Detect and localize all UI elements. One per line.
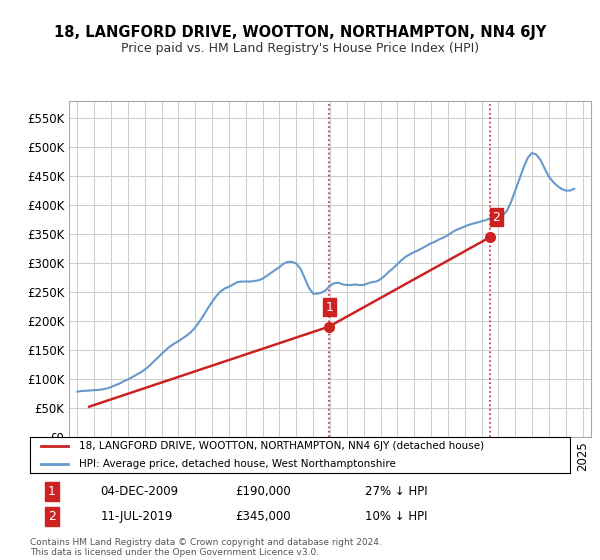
Text: 27% ↓ HPI: 27% ↓ HPI — [365, 485, 427, 498]
Text: 18, LANGFORD DRIVE, WOOTTON, NORTHAMPTON, NN4 6JY (detached house): 18, LANGFORD DRIVE, WOOTTON, NORTHAMPTON… — [79, 441, 484, 451]
Text: Contains HM Land Registry data © Crown copyright and database right 2024.
This d: Contains HM Land Registry data © Crown c… — [30, 538, 382, 557]
Text: 10% ↓ HPI: 10% ↓ HPI — [365, 510, 427, 523]
Text: 18, LANGFORD DRIVE, WOOTTON, NORTHAMPTON, NN4 6JY: 18, LANGFORD DRIVE, WOOTTON, NORTHAMPTON… — [54, 25, 546, 40]
Text: 1: 1 — [47, 485, 56, 498]
Text: HPI: Average price, detached house, West Northamptonshire: HPI: Average price, detached house, West… — [79, 459, 395, 469]
Text: £345,000: £345,000 — [235, 510, 291, 523]
Text: Price paid vs. HM Land Registry's House Price Index (HPI): Price paid vs. HM Land Registry's House … — [121, 42, 479, 55]
Text: 1: 1 — [325, 301, 333, 314]
Text: 2: 2 — [492, 211, 500, 223]
Text: 2: 2 — [47, 510, 56, 523]
Text: £190,000: £190,000 — [235, 485, 291, 498]
Text: 11-JUL-2019: 11-JUL-2019 — [100, 510, 173, 523]
Text: 04-DEC-2009: 04-DEC-2009 — [100, 485, 178, 498]
